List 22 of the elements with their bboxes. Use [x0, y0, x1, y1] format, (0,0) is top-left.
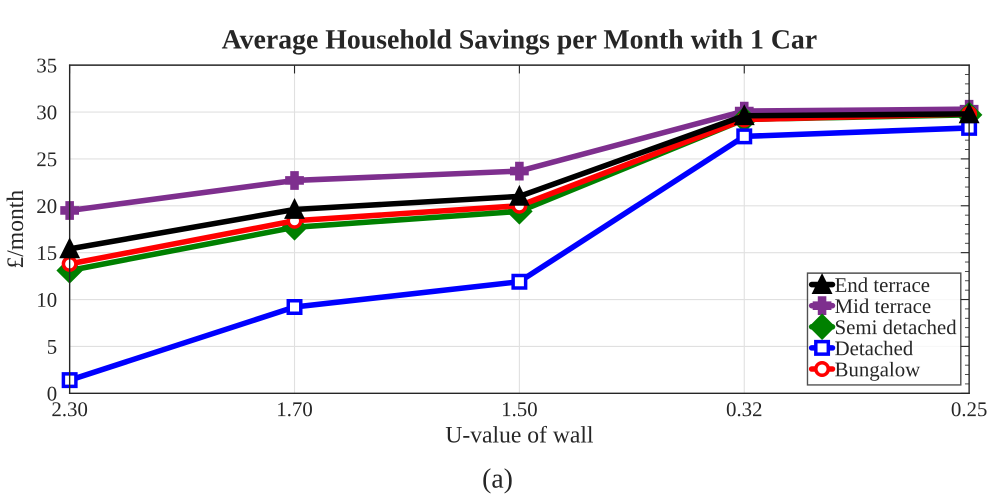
- legend-label: Bungalow: [835, 362, 920, 381]
- y-tick-label: 10: [38, 292, 56, 307]
- x-tick-label: 0.25: [952, 402, 987, 416]
- text: (a): [483, 468, 512, 494]
- x-tick-label: 1.50: [502, 402, 537, 416]
- chart-title: Average Household Savings per Month with 1 Car: [222, 29, 817, 55]
- legend-label: Mid terrace: [835, 298, 930, 314]
- y-tick-label: 35: [37, 58, 56, 73]
- y-tick-label: 0: [48, 386, 56, 401]
- x-tick-label: 0.32: [726, 402, 762, 416]
- y-axis-title: £/month: [6, 190, 24, 268]
- x-axis-title: U-value of wall: [446, 426, 593, 443]
- legend-label: Semi detached: [836, 320, 956, 334]
- x-tick-label: 1.70: [278, 402, 312, 416]
- y-tick-label: 15: [38, 246, 56, 260]
- legend-label: Detached: [835, 340, 913, 356]
- y-tick-label: 25: [37, 152, 56, 166]
- y-tick-label: 30: [37, 105, 56, 120]
- y-tick-label: 5: [48, 340, 56, 354]
- y-tick-label: 20: [37, 199, 56, 214]
- x-tick-label: 2.30: [52, 402, 88, 416]
- legend-label: End terrace: [835, 277, 930, 292]
